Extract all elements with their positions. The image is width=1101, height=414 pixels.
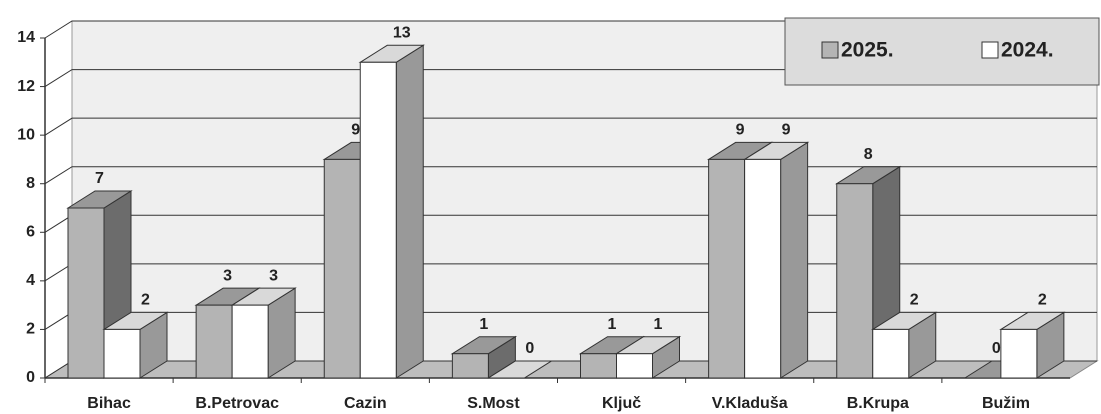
grid-line	[44, 20, 1097, 39]
x-tick-label: B.Petrovac	[195, 395, 279, 412]
y-tick-label: 12	[17, 78, 35, 95]
x-tick-label: S.Most	[467, 395, 520, 412]
bar-front	[744, 158, 782, 379]
data-label: 1	[479, 316, 488, 333]
y-tick-label: 0	[26, 369, 35, 386]
y-tick-label: 14	[17, 29, 35, 46]
data-label: 0	[992, 340, 1001, 357]
x-tick-label: Ključ	[602, 395, 641, 412]
data-label: 7	[95, 170, 104, 187]
data-label: 9	[736, 122, 745, 139]
bar-front	[580, 353, 617, 379]
data-label: 8	[864, 146, 873, 163]
x-tick-label: V.Kladuša	[712, 395, 788, 412]
bar-front	[616, 353, 653, 379]
bar-front	[451, 353, 489, 379]
data-label: 13	[393, 25, 411, 42]
data-label: 2	[1038, 292, 1047, 309]
bar-front	[872, 328, 910, 379]
data-label: 1	[654, 316, 663, 333]
bar-front	[103, 328, 141, 379]
x-tick-label: B.Krupa	[847, 395, 909, 412]
y-tick-label: 2	[26, 321, 35, 338]
bar-front	[323, 158, 361, 379]
bar-front	[708, 158, 746, 379]
legend-swatch	[981, 41, 999, 59]
bar	[742, 141, 810, 379]
x-tick-label: Bihac	[87, 395, 131, 412]
data-label: 3	[223, 267, 232, 284]
data-label: 0	[525, 340, 534, 357]
bar-front	[836, 183, 874, 379]
bar-front	[195, 304, 233, 379]
grid-line	[44, 69, 1097, 87]
data-label: 1	[608, 316, 617, 333]
bar-side	[395, 44, 424, 379]
grid-line	[44, 117, 1097, 136]
bar	[871, 311, 938, 379]
x-tick-label: Cazin	[344, 395, 387, 412]
bar	[486, 360, 554, 379]
y-tick-label: 10	[17, 126, 35, 143]
bar-top	[486, 360, 554, 379]
legend-label: 2024.	[1001, 39, 1054, 62]
bar-front	[1000, 328, 1038, 379]
bar	[230, 287, 297, 379]
data-label: 3	[269, 267, 278, 284]
bar	[102, 311, 169, 379]
data-label: 9	[351, 122, 360, 139]
legend-swatch	[821, 41, 839, 59]
bar-side	[780, 141, 809, 379]
bar	[614, 335, 682, 379]
legend-label: 2025.	[841, 39, 894, 62]
x-tick-label: Bužim	[982, 395, 1030, 412]
data-label: 2	[910, 292, 919, 309]
y-tick-label: 4	[26, 272, 35, 289]
bar-front	[231, 304, 269, 379]
bar-front	[359, 61, 397, 379]
data-label: 9	[782, 122, 791, 139]
y-tick-label: 6	[26, 224, 35, 241]
y-tick-label: 8	[26, 175, 35, 192]
bar	[999, 311, 1066, 379]
data-label: 2	[141, 292, 150, 309]
bar	[358, 44, 425, 379]
bar-front	[67, 207, 105, 379]
